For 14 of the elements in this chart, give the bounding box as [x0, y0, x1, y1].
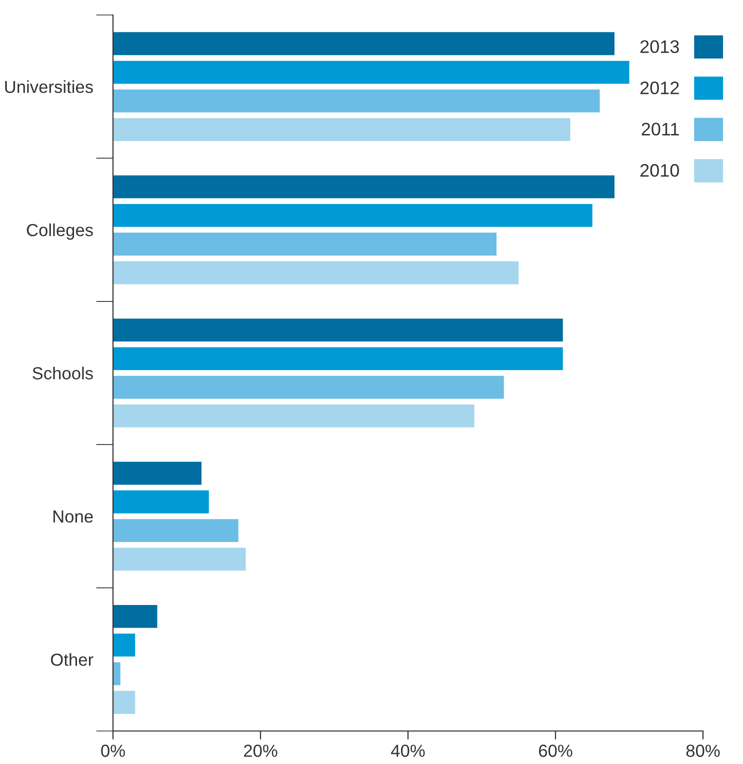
legend-label: 2011 — [642, 122, 679, 136]
legend-label: 2012 — [640, 82, 679, 94]
legend-label: 2010 — [640, 164, 679, 177]
legend-label: 2013 — [640, 40, 679, 54]
x-tick-label: 80% — [686, 744, 720, 757]
y-tick-label: Schools — [32, 366, 93, 380]
x-tick-label: 20% — [244, 744, 278, 757]
x-tick-label: 60% — [539, 744, 572, 757]
y-tick-label: Other — [50, 653, 94, 666]
y-tick-label: Colleges — [26, 224, 93, 240]
x-tick-label: 40% — [391, 744, 425, 757]
y-tick-label: None — [53, 510, 93, 523]
y-tick-label: Universities — [5, 80, 93, 94]
x-tick-label: 0% — [101, 744, 125, 757]
